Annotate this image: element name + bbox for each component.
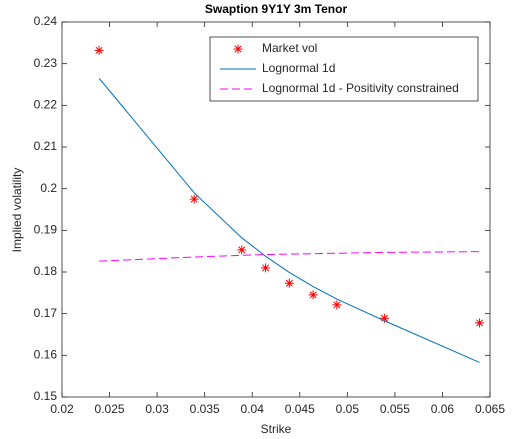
marker — [379, 313, 389, 323]
legend-label: Lognormal 1d — [262, 61, 335, 75]
x-tick-label: 0.035 — [190, 402, 220, 416]
y-tick-label: 0.19 — [34, 223, 58, 237]
x-axis-label: Strike — [261, 422, 292, 436]
marker — [189, 194, 199, 204]
marker — [308, 290, 318, 300]
x-tick-label: 0.03 — [145, 402, 169, 416]
x-tick-label: 0.02 — [50, 402, 74, 416]
marker — [284, 278, 294, 288]
x-tick-label: 0.04 — [241, 402, 265, 416]
y-tick-label: 0.21 — [34, 139, 58, 153]
x-tick-label: 0.045 — [285, 402, 315, 416]
series-line — [98, 77, 480, 363]
y-tick-label: 0.2 — [40, 181, 57, 195]
legend-swatch — [233, 44, 243, 54]
y-axis-label: Implied volatility — [10, 168, 24, 253]
y-tick-label: 0.15 — [34, 389, 58, 403]
y-tick-label: 0.16 — [34, 348, 58, 362]
y-tick-label: 0.24 — [34, 14, 58, 28]
marker — [332, 300, 342, 310]
x-tick-label: 0.055 — [380, 402, 410, 416]
chart-title: Swaption 9Y1Y 3m Tenor — [205, 2, 348, 16]
x-tick-label: 0.025 — [95, 402, 125, 416]
y-tick-label: 0.22 — [34, 98, 58, 112]
marker — [475, 318, 485, 328]
x-tick-label: 0.065 — [475, 402, 505, 416]
y-tick-label: 0.17 — [34, 306, 58, 320]
x-tick-label: 0.05 — [336, 402, 360, 416]
legend-label: Market vol — [262, 41, 317, 55]
y-tick-label: 0.23 — [34, 56, 58, 70]
marker — [261, 263, 271, 273]
x-tick-label: 0.06 — [431, 402, 455, 416]
series-line — [99, 251, 480, 262]
legend-label: Lognormal 1d - Positivity constrained — [262, 81, 459, 95]
marker — [94, 45, 104, 55]
marker — [237, 245, 247, 255]
y-tick-label: 0.18 — [34, 264, 58, 278]
